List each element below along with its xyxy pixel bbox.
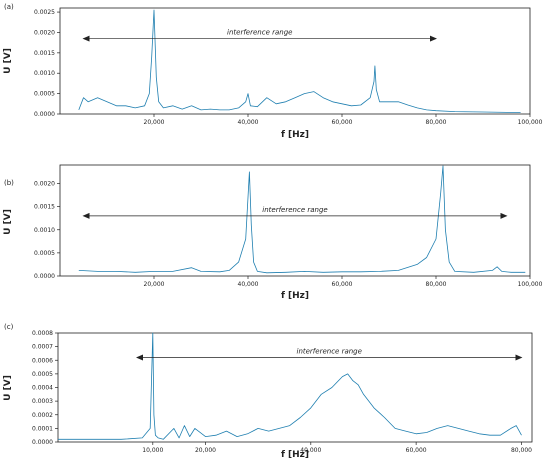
range-label: interference range [262,206,327,214]
y-tick-label: 0.0020 [34,181,55,188]
x-tick-label: 100,000 [518,281,543,288]
x-tick-label: 80,000 [426,119,447,126]
y-tick-label: 0.0000 [34,111,55,118]
y-tick-label: 0.0025 [34,9,55,16]
chart-panel-1: (a) 0.0000 0.0005 0.0010 0.0015 0.0020 0.0025 2… [3,3,543,140]
x-tick-label: 60,000 [406,447,427,454]
plot-frame [59,164,531,277]
x-tick-label: 20,000 [144,281,165,288]
x-tick-label: 60,000 [332,281,353,288]
y-tick-label: 0.0005 [34,250,55,257]
panel-label: (b) [4,179,14,187]
x-tick-label: 20,000 [195,447,216,454]
y-tick-label: 0.0002 [32,412,53,419]
x-axis-title: f [Hz] [281,130,309,140]
plot-frame [57,332,533,443]
x-tick-label: 40,000 [300,447,321,454]
y-tick-label: 0.0010 [34,70,55,77]
y-tick-label: 0.0003 [32,398,53,405]
y-tick-label: 0.0020 [34,29,55,36]
x-tick-label: 40,000 [238,119,259,126]
x-tick-label: 80,000 [426,281,447,288]
y-tick-label: 0.0007 [32,344,53,351]
panel-label: (a) [4,3,14,11]
plot-frame [59,7,531,115]
x-tick-label: 10,000 [142,447,163,454]
x-tick-label: 40,000 [238,281,259,288]
x-axis-title: f [Hz] [281,450,309,460]
x-axis-title: f [Hz] [281,291,309,301]
range-label: interference range [297,348,362,356]
x-tick-label: 100,000 [518,119,543,126]
y-tick-label: 0.0001 [32,425,53,432]
chart-panel-2: (b) 0.0000 0.0005 0.0010 0.0015 0.0020 20,000 4… [3,164,543,301]
y-tick-label: 0.0004 [32,385,53,392]
series-line [58,332,522,440]
y-tick-label: 0.0015 [34,50,55,57]
x-tick-label: 20,000 [144,119,165,126]
y-tick-label: 0.0015 [34,204,55,211]
y-axis-title: U [V] [3,48,13,74]
y-tick-label: 0.0006 [32,357,53,364]
y-tick-label: 0.0000 [32,439,53,446]
y-axis-title: U [V] [3,209,13,235]
y-tick-label: 0.0005 [34,91,55,98]
panel-label: (c) [4,323,14,331]
y-tick-label: 0.0010 [34,227,55,234]
y-tick-label: 0.0008 [32,330,53,337]
y-tick-label: 0.0000 [34,273,55,280]
series-line [78,9,521,113]
chart-panel-3: (c) 0.0000 0.0001 0.0002 0.0003 0.0004 0.0005 0… [3,323,533,460]
series-line [78,165,526,274]
x-tick-label: 60,000 [332,119,353,126]
y-axis-title: U [V] [3,375,13,401]
range-label: interference range [227,29,292,37]
x-tick-label: 80,000 [511,447,532,454]
y-tick-label: 0.0005 [32,371,53,378]
